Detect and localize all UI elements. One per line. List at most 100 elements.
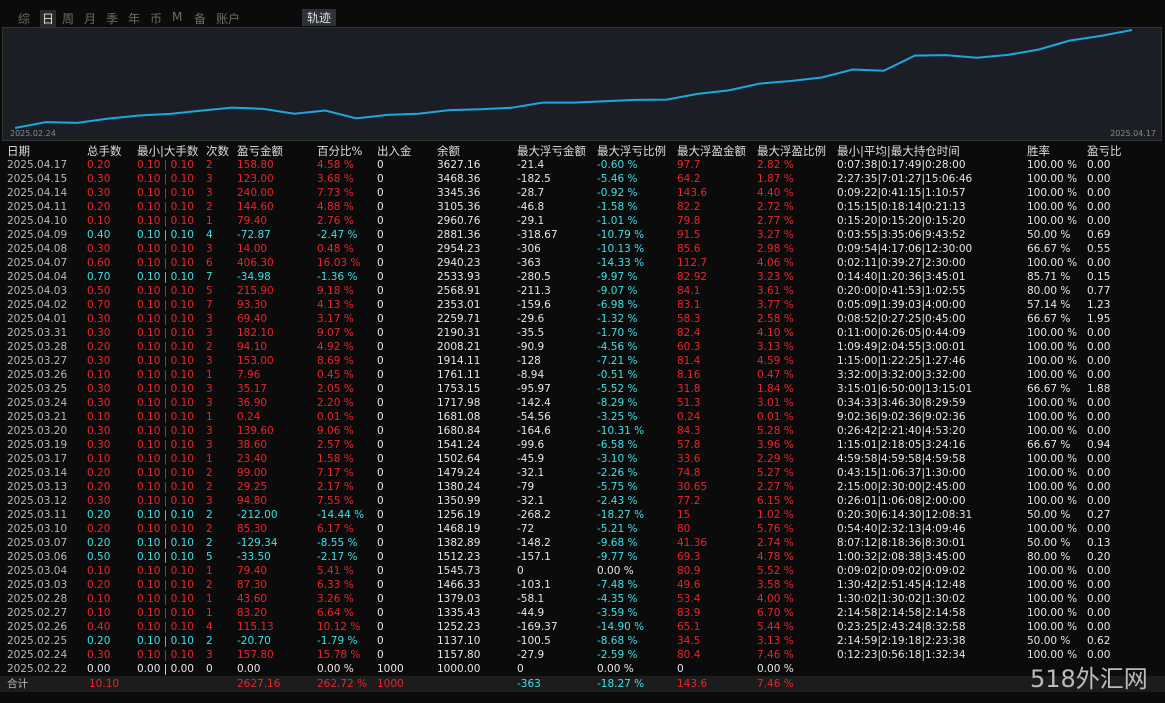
tab[interactable]: 日 (40, 10, 57, 27)
table-cell: 2025.04.10 (7, 215, 68, 227)
table-cell: 50.00 % (1027, 509, 1071, 521)
table-cell: -148.2 (517, 537, 551, 549)
table-cell: 0.10 | 0.10 (137, 285, 194, 297)
table-cell: 0.00 (237, 663, 261, 675)
table-cell: 2025.03.13 (7, 481, 68, 493)
table-cell: 0.10 (87, 369, 111, 381)
table-cell: 2025.03.28 (7, 341, 68, 353)
tab[interactable]: 周 (62, 12, 75, 26)
table-cell: 2:14:59|2:19:18|2:23:38 (837, 635, 966, 647)
table-cell: 143.6 (677, 187, 708, 199)
table-cell: 1256.19 (437, 509, 481, 521)
table-cell: 1 (206, 607, 213, 619)
table-cell: 1479.24 (437, 467, 481, 479)
table-cell: 66.67 % (1027, 439, 1071, 451)
table-cell: 0:07:38|0:17:49|0:28:00 (837, 159, 966, 171)
table-cell: 0 (377, 411, 384, 423)
table-cell: 0.00 (1087, 355, 1111, 367)
table-cell: 0 (377, 159, 384, 171)
table-cell: 80.00 % (1027, 285, 1071, 297)
table-cell: 0 (377, 397, 384, 409)
table-cell: -157.1 (517, 551, 551, 563)
table-cell: 2025.03.11 (7, 509, 68, 521)
table-cell: 0.00 | 0.00 (137, 663, 194, 675)
table-cell: 2954.23 (437, 243, 481, 255)
table-cell: 100.00 % (1027, 411, 1078, 423)
table-cell: -280.5 (517, 271, 551, 283)
balance-line (14, 29, 1133, 129)
table-cell: 29.25 (237, 481, 268, 493)
table-cell: 6.17 % (317, 523, 354, 535)
table-cell: 0:12:23|0:56:18|1:32:34 (837, 649, 966, 661)
table-cell: 43.60 (237, 593, 268, 605)
table-cell: 0:15:15|0:18:14|0:21:13 (837, 201, 966, 213)
table-cell: 2025.03.14 (7, 467, 68, 479)
table-cell: -21.4 (517, 159, 545, 171)
tab[interactable]: 年 (128, 12, 141, 26)
table-cell: 0.30 (87, 355, 111, 367)
table-cell: -58.1 (517, 593, 545, 605)
tab[interactable]: 账户 (216, 12, 241, 26)
tab[interactable]: 季 (106, 12, 119, 26)
table-cell: 94.80 (237, 495, 268, 507)
table-cell: -79 (517, 481, 535, 493)
track-button[interactable]: 轨迹 (302, 9, 337, 26)
tab[interactable]: 综 (18, 12, 31, 26)
table-cell: 0.00 (1087, 173, 1111, 185)
table-cell: -159.6 (517, 299, 551, 311)
table-cell: 0.10 | 0.10 (137, 565, 194, 577)
table-cell: 0.10 (87, 215, 111, 227)
table-cell: 2025.03.27 (7, 355, 68, 367)
tab[interactable]: 备 (194, 12, 207, 26)
table-cell: 0.10 | 0.10 (137, 607, 194, 619)
table-cell: 1000 (377, 663, 404, 675)
column-header: 日期 (7, 144, 30, 158)
table-cell: 34.5 (677, 635, 701, 647)
table-cell: 2881.36 (437, 229, 481, 241)
table-cell: 0:09:54|4:17:06|12:30:00 (837, 243, 973, 255)
table-cell: 5.76 % (757, 523, 794, 535)
table-cell: 0.10 | 0.10 (137, 257, 194, 269)
table-cell: -5.52 % (597, 383, 638, 395)
tab[interactable]: 月 (84, 12, 97, 26)
table-cell: 5.41 % (317, 565, 354, 577)
table-cell: -182.5 (517, 173, 551, 185)
table-cell: 0.30 (87, 649, 111, 661)
table-cell: -99.6 (517, 439, 545, 451)
table-cell: 2.57 % (317, 439, 354, 451)
table-cell: -6.58 % (597, 439, 638, 451)
table-cell: 2 (206, 481, 213, 493)
table-cell: 93.30 (237, 299, 268, 311)
table-cell: 4.78 % (757, 551, 794, 563)
table-cell: 4.58 % (317, 159, 354, 171)
table-cell: 2.17 % (317, 481, 354, 493)
table-cell: 2025.03.17 (7, 453, 68, 465)
table-cell: 2025.04.08 (7, 243, 68, 255)
table-cell: 123.00 (237, 173, 274, 185)
table-cell: 4 (206, 229, 213, 241)
table-cell: 0 (377, 369, 384, 381)
table-cell: 0.10 | 0.10 (137, 271, 194, 283)
table-cell: 58.3 (677, 313, 701, 325)
table-cell: 0.10 | 0.10 (137, 397, 194, 409)
tab[interactable]: 币 (150, 12, 163, 26)
table-cell: 1.02 % (757, 509, 794, 521)
table-cell: 3 (206, 383, 213, 395)
table-cell: -14.44 % (317, 509, 365, 521)
table-cell: 0.00 (1087, 481, 1111, 493)
table-cell: 0.20 (87, 201, 111, 213)
table-cell: -10.13 % (597, 243, 645, 255)
table-cell: 0.40 (87, 621, 111, 633)
table-cell: 2 (206, 509, 213, 521)
table-cell: 0 (377, 621, 384, 633)
tab[interactable]: M (172, 10, 183, 24)
table-cell: -72.87 (237, 229, 271, 241)
total-cell: 262.72 % (317, 678, 368, 690)
table-cell: 0.27 (1087, 509, 1111, 521)
table-cell: -2.47 % (317, 229, 358, 241)
table-cell: 0.10 | 0.10 (137, 621, 194, 633)
table-cell: 0:02:11|0:39:27|2:30:00 (837, 257, 966, 269)
table-cell: 215.90 (237, 285, 274, 297)
table-cell: 7.96 (237, 369, 261, 381)
table-cell: 83.9 (677, 607, 701, 619)
